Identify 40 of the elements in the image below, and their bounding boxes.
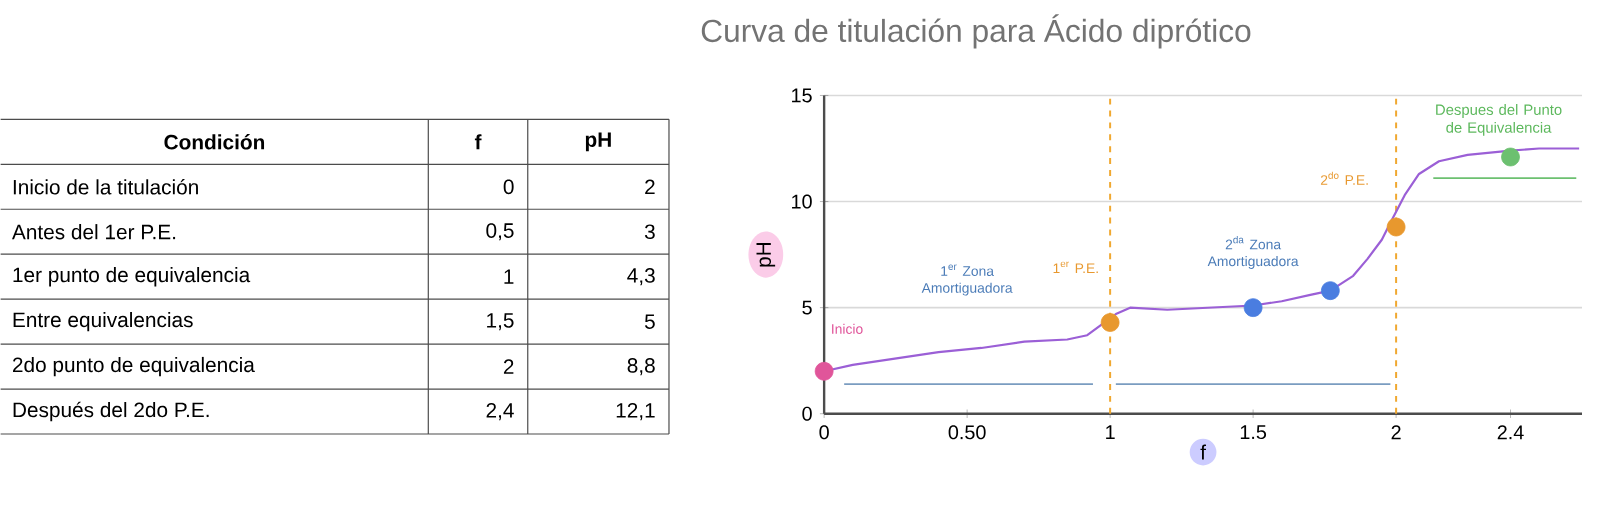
y-tick-label: 10 bbox=[792, 194, 812, 210]
y-axis-title: pH bbox=[756, 243, 776, 267]
point bbox=[1386, 218, 1406, 237]
data-label: 4,3 bbox=[627, 268, 655, 286]
data-label: 2 bbox=[503, 359, 514, 375]
chart-title: Curva de titulación para Ácido diprótico bbox=[701, 14, 1251, 49]
y-tick-label: 5 bbox=[802, 301, 812, 315]
point bbox=[1501, 148, 1520, 167]
data-label: 2 bbox=[645, 179, 655, 195]
point bbox=[814, 362, 834, 382]
x-tick-label: 0.50 bbox=[948, 425, 986, 440]
x-tick-label: 1.5 bbox=[1240, 425, 1267, 440]
point bbox=[1320, 281, 1340, 301]
data-label: 3 bbox=[644, 224, 655, 240]
x-axis-title: f bbox=[1200, 445, 1206, 461]
data-label: 0 bbox=[503, 179, 514, 195]
x-tick-label: 0 bbox=[819, 425, 829, 440]
data-label: 8,8 bbox=[627, 358, 655, 376]
text: f bbox=[474, 134, 482, 150]
category-label: Después del 2do P.E. bbox=[13, 402, 209, 422]
category-label: Inicio de la titulación bbox=[13, 179, 198, 195]
category-label: 2do punto de equivalencia bbox=[13, 357, 255, 377]
text: Condición bbox=[164, 134, 265, 151]
text: pH bbox=[585, 132, 611, 152]
y-tick-label: 15 bbox=[792, 88, 812, 103]
x-tick-label: 1 bbox=[1106, 425, 1115, 440]
category-label: Antes del 1er P.E. bbox=[11, 224, 176, 240]
point bbox=[1243, 298, 1263, 318]
point bbox=[1100, 313, 1120, 333]
category-label: 1er punto de equivalencia bbox=[13, 267, 251, 287]
data-label: 1 bbox=[504, 269, 514, 285]
x-tick-label: 2 bbox=[1391, 425, 1401, 440]
data-label: 1,5 bbox=[487, 313, 514, 331]
data-label: 5 bbox=[644, 314, 655, 330]
data-label: 0,5 bbox=[486, 223, 514, 241]
data-label: 2,4 bbox=[486, 403, 514, 421]
data-label: 12,1 bbox=[616, 403, 655, 421]
category-label: Entre equivalencias bbox=[13, 312, 193, 332]
y-tick-label: 0 bbox=[802, 407, 812, 422]
x-tick-label: 2.4 bbox=[1497, 425, 1524, 440]
